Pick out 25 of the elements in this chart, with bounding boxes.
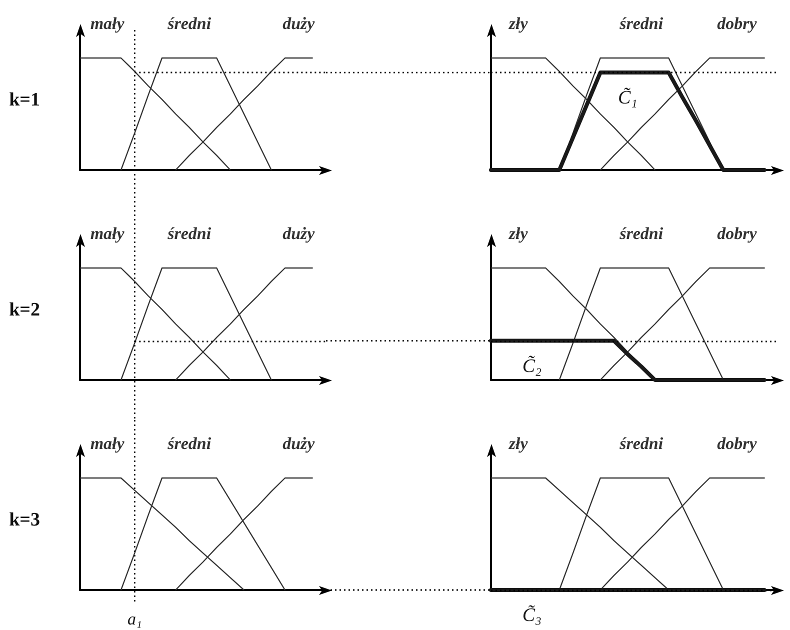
y-axis-title: k=1 — [9, 90, 40, 110]
series-label: średni — [618, 14, 664, 33]
series-label: średni — [166, 434, 212, 453]
series-label: duży — [282, 14, 316, 33]
series-label: C̃₂ — [522, 356, 542, 377]
text: a₁ — [127, 610, 142, 628]
series-label: duży — [282, 434, 316, 453]
series-label: średni — [166, 224, 212, 243]
y-axis-title: k=3 — [9, 510, 40, 530]
series-label: mały — [90, 224, 125, 243]
series-label: dobry — [717, 14, 758, 33]
y-axis-title: k=2 — [9, 300, 40, 320]
series-label: zły — [508, 224, 528, 243]
series-label: zły — [508, 14, 528, 33]
series-label: mały — [90, 14, 125, 33]
series-label: C̃₃ — [522, 604, 542, 626]
series-label: dobry — [717, 224, 758, 243]
series-label: mały — [90, 434, 125, 453]
series-label: średni — [166, 14, 212, 33]
series-label: C̃₁ — [618, 87, 638, 109]
series-label: zły — [508, 434, 528, 453]
series-label: duży — [282, 224, 316, 243]
series-label: średni — [618, 434, 664, 453]
series-label: dobry — [717, 434, 758, 453]
series-label: średni — [618, 224, 664, 243]
